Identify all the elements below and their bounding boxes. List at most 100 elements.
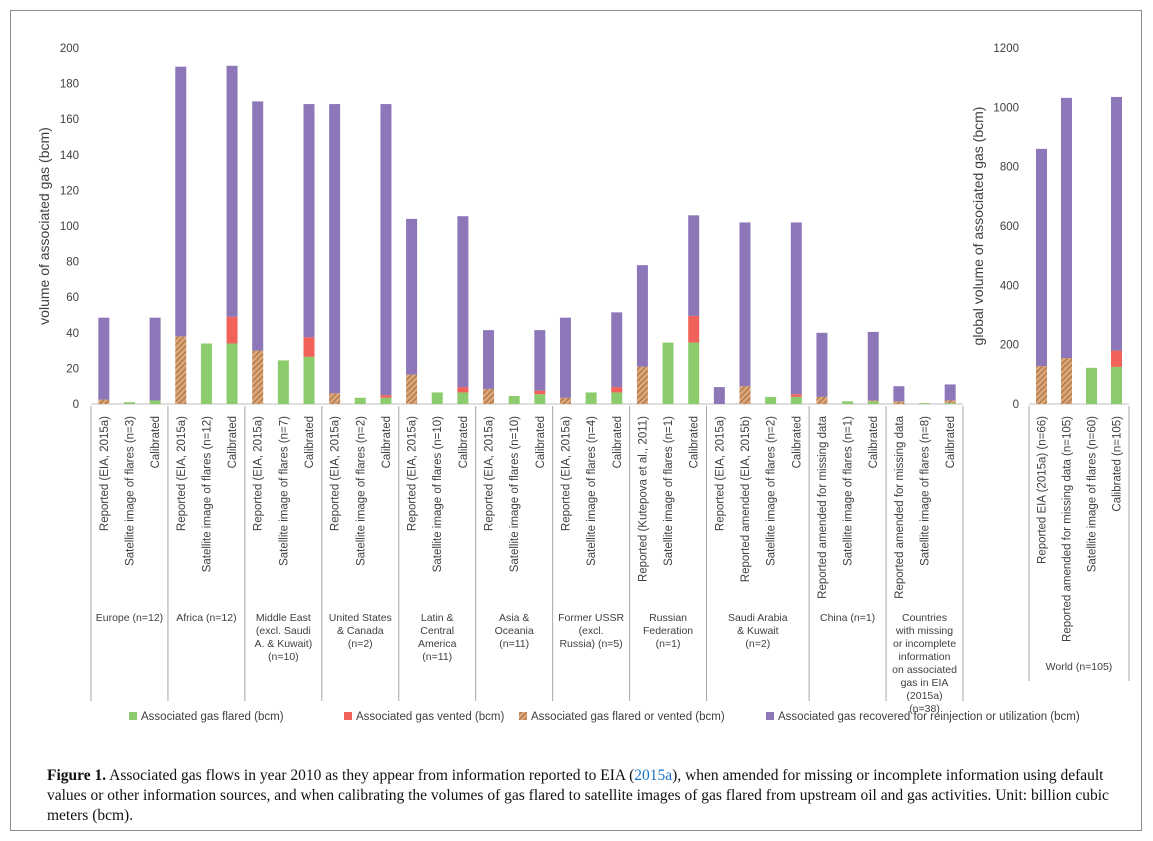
bar-segment bbox=[842, 401, 854, 404]
bar-segment bbox=[226, 65, 238, 317]
category-label: Reported (EIA, 2015a) bbox=[407, 416, 419, 531]
bar-segment bbox=[303, 337, 315, 357]
bar-segment bbox=[1061, 97, 1072, 359]
bar-segment bbox=[867, 400, 879, 402]
y-tick-label: 1200 bbox=[993, 43, 1019, 55]
legend-label: Associated gas flared (bcm) bbox=[141, 711, 284, 723]
category-label: Reported (Kutepova et al., 2011) bbox=[637, 416, 649, 582]
bar-segment bbox=[919, 403, 931, 404]
bar-segment bbox=[688, 342, 700, 404]
bar-segment bbox=[944, 403, 956, 404]
bar-segment bbox=[457, 216, 469, 388]
bar-segment bbox=[1036, 366, 1047, 404]
bar-segment bbox=[611, 387, 623, 393]
category-label: Reported (EIA, 2015a) bbox=[714, 416, 726, 531]
bar-segment bbox=[534, 394, 546, 404]
y-tick-label: 80 bbox=[66, 257, 79, 269]
bar-segment bbox=[739, 386, 751, 404]
y-tick-label: 180 bbox=[60, 79, 79, 91]
category-label: Satellite image of flares (n=1) bbox=[663, 416, 675, 566]
group-label: Russian Federation (n=1) bbox=[643, 612, 693, 650]
bar-segment bbox=[175, 66, 187, 337]
bar-segment bbox=[893, 386, 905, 402]
category-label: Calibrated bbox=[381, 416, 393, 468]
figure-chart: 0 20 40 60 80 100 120 140 160 180 200 volume of ass… bbox=[36, 43, 1130, 723]
category-label: Reported (EIA, 2015a) bbox=[253, 416, 265, 531]
category-label: Satellite image of flares (n=60) bbox=[1087, 416, 1099, 572]
caption-citation-link[interactable]: 2015a bbox=[634, 767, 673, 784]
legend-swatch bbox=[344, 712, 352, 720]
bar-segment bbox=[200, 343, 212, 404]
category-label: Reported amended for missing data bbox=[894, 415, 906, 598]
caption-label: Figure 1. bbox=[47, 767, 107, 784]
group-label: China (n=1) bbox=[820, 612, 875, 624]
bar-segment bbox=[406, 374, 418, 404]
category-label: Calibrated bbox=[868, 416, 880, 468]
figure-frame: 0 20 40 60 80 100 120 140 160 180 200 volume of ass… bbox=[10, 10, 1142, 831]
caption-text-after: ), when amended for missing or incomplet… bbox=[47, 767, 1109, 824]
category-label: Satellite image of flares (n=1) bbox=[843, 416, 855, 566]
category-label: Calibrated bbox=[689, 416, 701, 468]
bar-segment bbox=[739, 222, 751, 387]
bar-segment bbox=[636, 265, 648, 367]
category-label: Reported amended for missing data (n=105… bbox=[1062, 416, 1074, 642]
category-label: Calibrated bbox=[227, 416, 239, 468]
bar-segment bbox=[175, 336, 187, 404]
bar-segment bbox=[585, 392, 597, 404]
category-label: Reported (EIA, 2015a) bbox=[484, 416, 496, 531]
bar-segment bbox=[226, 316, 238, 344]
bar-segment bbox=[252, 350, 264, 404]
bar-segment bbox=[406, 218, 418, 375]
y-tick-label: 60 bbox=[66, 292, 79, 304]
y-tick-label: 600 bbox=[1000, 221, 1019, 233]
category-label: Satellite image of flares (n=2) bbox=[355, 416, 367, 566]
category-label: Satellite image of flares (n=4) bbox=[586, 416, 598, 566]
bar-segment bbox=[944, 400, 956, 404]
bar-segment bbox=[1111, 96, 1122, 351]
bar-segment bbox=[816, 332, 828, 397]
bar-segment bbox=[483, 330, 495, 389]
y-axis-title: global volume of associated gas (bcm) bbox=[970, 107, 986, 346]
bar-segment bbox=[483, 388, 495, 404]
bar-segment bbox=[508, 395, 520, 404]
category-label: Satellite image of flares (n=7) bbox=[278, 416, 290, 566]
bar-segment bbox=[457, 387, 469, 393]
group-label: United States & Canada (n=2) bbox=[329, 612, 392, 650]
category-label: Satellite image of flares (n=12) bbox=[201, 416, 213, 572]
bar-segment bbox=[277, 360, 289, 404]
bar-segment bbox=[329, 393, 341, 404]
bar-segment bbox=[380, 395, 392, 398]
bar-segment bbox=[816, 396, 828, 404]
category-label: Calibrated bbox=[458, 416, 470, 468]
bar-segment bbox=[1061, 358, 1072, 404]
caption-text-before: Associated gas flows in year 2010 as the… bbox=[109, 767, 635, 784]
group-label: Europe (n=12) bbox=[96, 612, 163, 624]
category-label: Reported (EIA, 2015a) bbox=[176, 416, 188, 531]
category-label: Satellite image of flares (n=10) bbox=[432, 416, 444, 572]
bar-segment bbox=[98, 317, 110, 400]
main-chart: 0 20 40 60 80 100 120 140 160 180 200 volume of ass… bbox=[36, 43, 964, 715]
y-tick-label: 800 bbox=[1000, 162, 1019, 174]
bar-segment bbox=[380, 104, 392, 396]
group-label: Saudi Arabia & Kuwait (n=2) bbox=[728, 612, 788, 650]
y-tick-label: 100 bbox=[60, 221, 79, 233]
category-label: Satellite image of flares (n=8) bbox=[920, 416, 932, 566]
bar-segment bbox=[867, 401, 879, 404]
group-label: Countries with missing or incomplete inform… bbox=[892, 612, 957, 715]
y-tick-label: 0 bbox=[73, 399, 79, 411]
bar-segment bbox=[867, 331, 879, 401]
group-label: Africa (n=12) bbox=[176, 612, 236, 624]
bar-segment bbox=[354, 397, 366, 404]
category-label: Reported (EIA, 2015a) bbox=[99, 416, 111, 531]
category-label: Calibrated bbox=[612, 416, 624, 468]
bar-segment bbox=[1086, 367, 1097, 404]
bar-segment bbox=[893, 401, 905, 404]
y-tick-label: 140 bbox=[60, 150, 79, 162]
legend: Associated gas flared (bcm) Associated ga… bbox=[129, 711, 1080, 723]
bar-segment bbox=[688, 315, 700, 343]
legend-swatch bbox=[766, 712, 774, 720]
category-label: Satellite image of flares (n=3) bbox=[124, 416, 136, 566]
category-label: Satellite image of flares (n=2) bbox=[766, 416, 778, 566]
bar-segment bbox=[559, 397, 571, 404]
bar-segment bbox=[534, 390, 546, 395]
